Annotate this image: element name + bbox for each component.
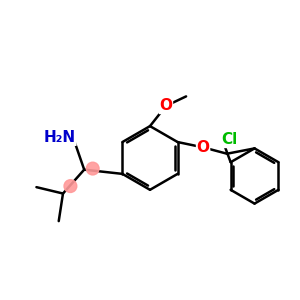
Text: H₂N: H₂N	[44, 130, 76, 145]
Text: Cl: Cl	[221, 132, 238, 147]
Text: O: O	[196, 140, 210, 155]
Text: O: O	[159, 98, 172, 113]
Circle shape	[64, 180, 77, 193]
Circle shape	[86, 162, 99, 175]
